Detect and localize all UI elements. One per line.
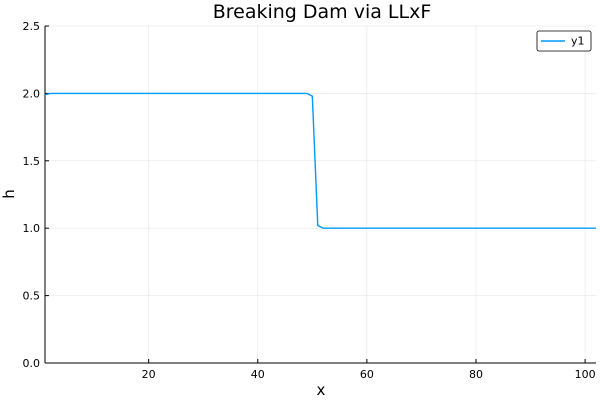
y-tick-label: 1.5: [23, 155, 41, 168]
series: [44, 92, 596, 229]
legend: y1: [536, 30, 592, 52]
x-tick-label: 100: [575, 368, 596, 381]
legend-label-y1: y1: [571, 35, 585, 48]
x-tick-label: 40: [251, 368, 265, 381]
x-tick-label: 20: [142, 368, 156, 381]
y-axis-label: h: [0, 189, 18, 199]
series-line-y1: [44, 92, 596, 229]
chart-title: Breaking Dam via LLxF: [213, 1, 432, 23]
y-tick-label: 0.5: [23, 290, 41, 303]
y-tick-label: 2.0: [23, 87, 41, 100]
x-tick-label: 80: [469, 368, 483, 381]
y-tick-label: 0.0: [23, 357, 41, 370]
ticks: 20 40 60 80 100 0.0 0.5 1.0 1.5 2.0 2.5: [23, 20, 596, 381]
axes: [44, 26, 596, 364]
y-tick-label: 2.5: [23, 20, 41, 33]
x-axis-label: x: [317, 381, 326, 399]
y-tick-label: 1.0: [23, 222, 41, 235]
x-tick-label: 60: [360, 368, 374, 381]
